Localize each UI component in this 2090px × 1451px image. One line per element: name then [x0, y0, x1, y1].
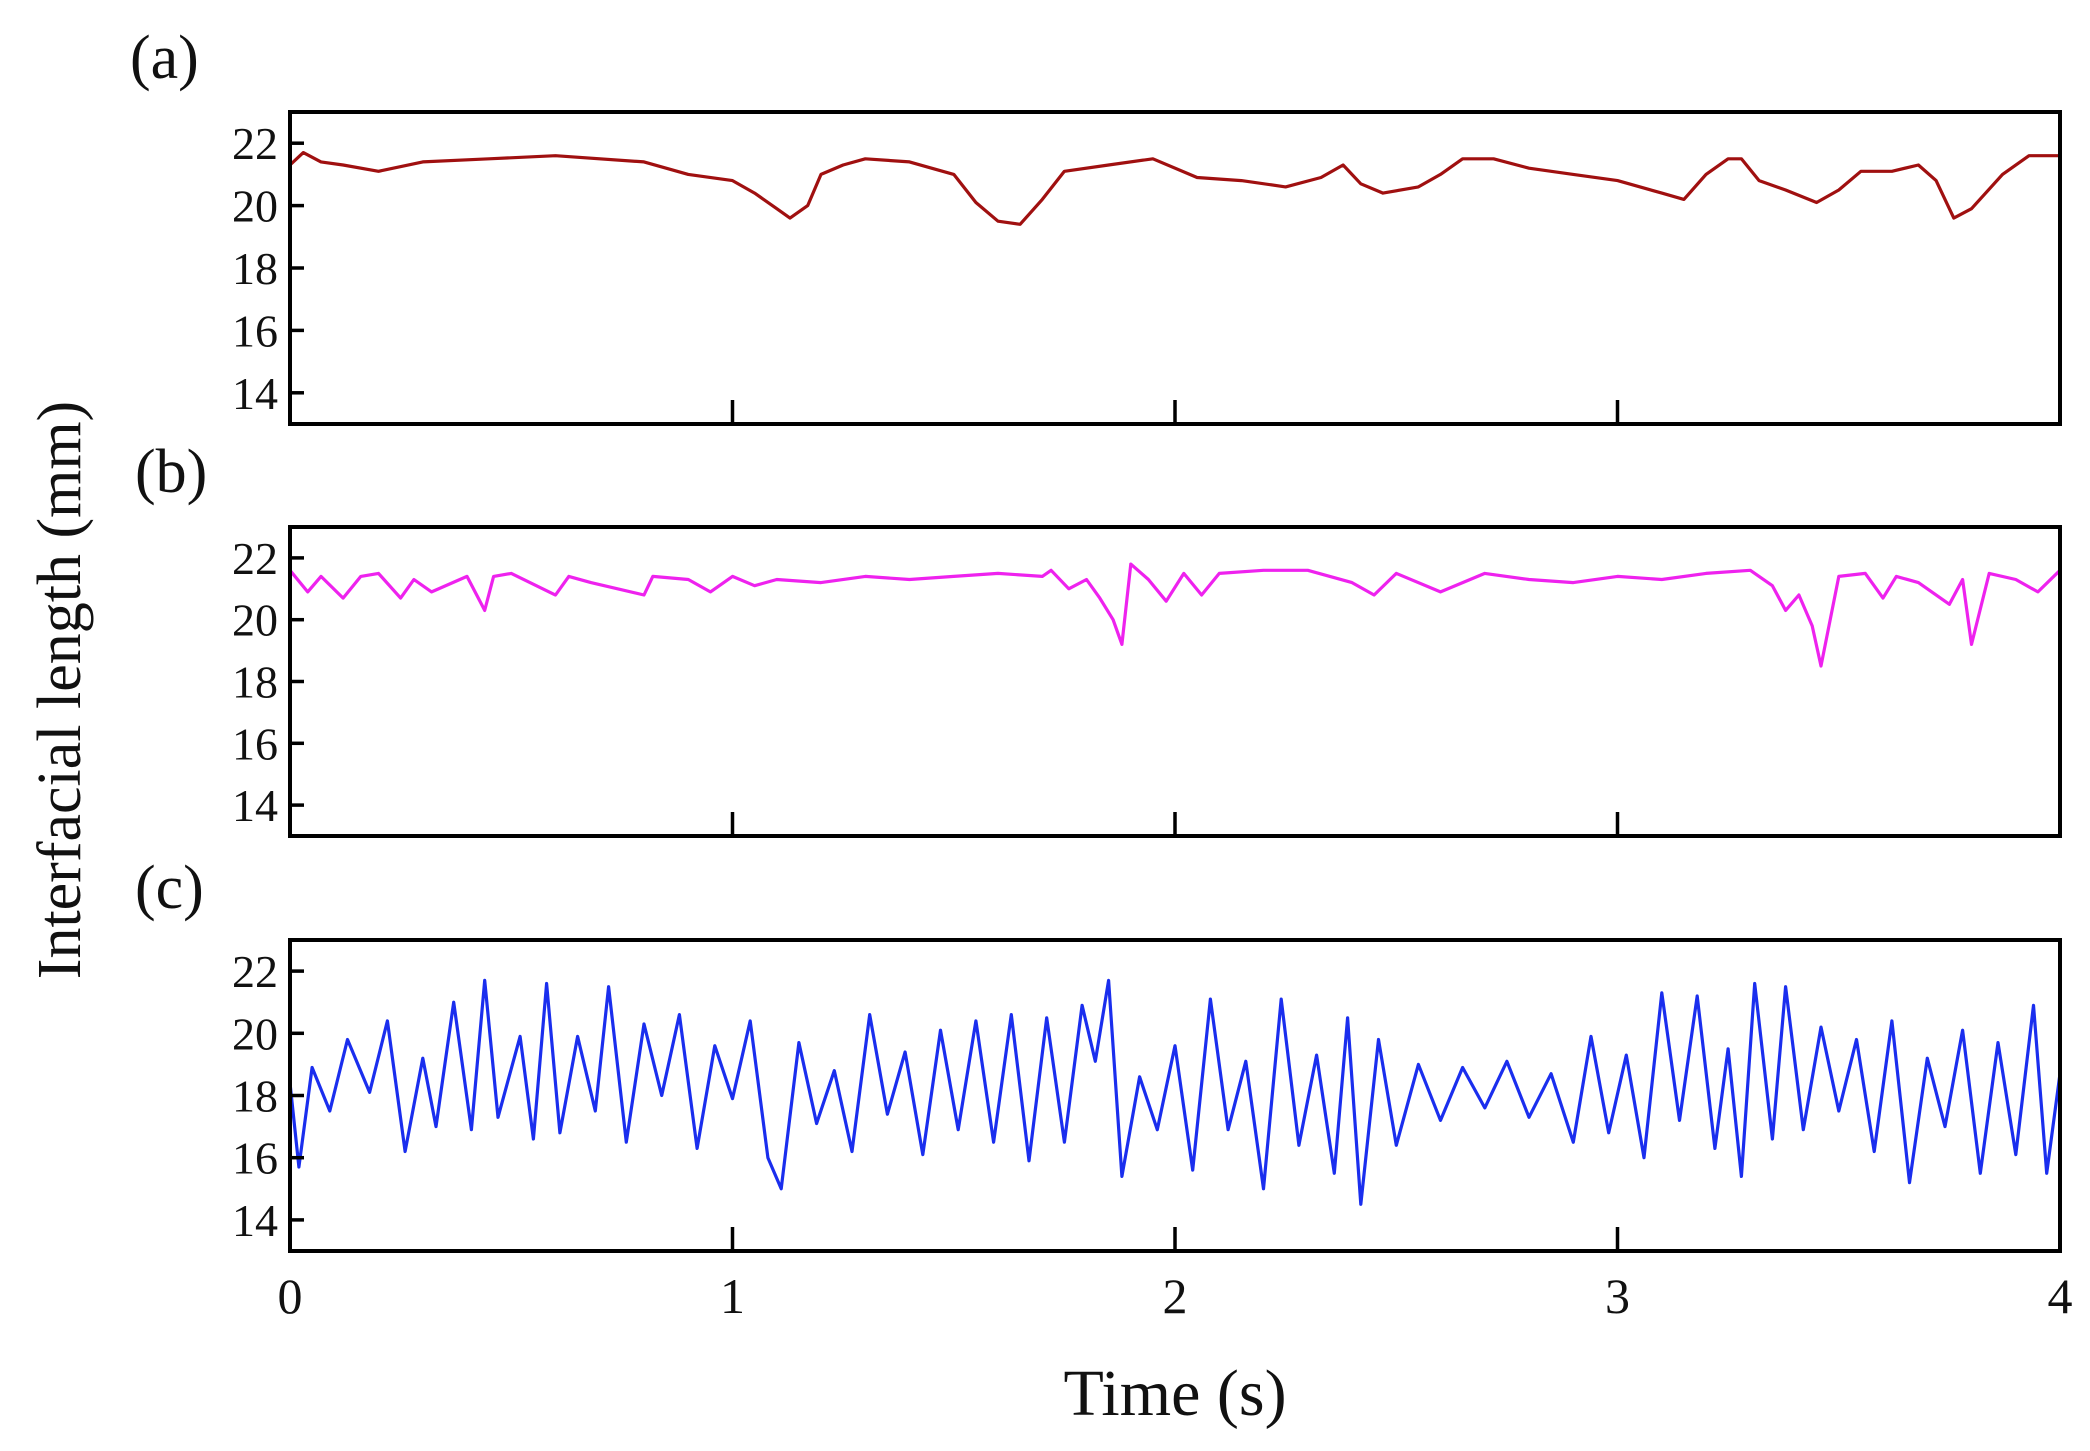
- y-tick-label: 20: [232, 181, 278, 232]
- series-line: [288, 151, 2060, 226]
- y-tick-label: 20: [232, 595, 278, 646]
- x-axis-label: Time (s): [1063, 1357, 1286, 1430]
- series-line: [288, 978, 2062, 1206]
- plot-frame: [288, 525, 2062, 838]
- panel-2: (b) 14 16 18 20 22: [135, 438, 2062, 838]
- y-tick-label: 22: [232, 118, 278, 169]
- panel-1: (a) 14 16 18 20 22: [130, 24, 2062, 426]
- y-tick-label: 16: [232, 305, 278, 356]
- y-tick-label: 14: [232, 1195, 278, 1246]
- x-tick-label: 1: [720, 1268, 745, 1324]
- y-tick-label: 18: [232, 243, 278, 294]
- y-tick-label: 18: [232, 657, 278, 708]
- y-tick-label: 22: [232, 533, 278, 584]
- y-tick-label: 20: [232, 1008, 278, 1059]
- series-line: [288, 562, 2062, 668]
- x-tick-label: 4: [2048, 1268, 2073, 1324]
- y-axis-label: Interfacial length (mm): [26, 401, 94, 979]
- x-tick-label: 3: [1605, 1268, 1630, 1324]
- y-tick-label: 16: [232, 1133, 278, 1184]
- panel-label: (b): [135, 438, 207, 506]
- y-tick-label: 18: [232, 1071, 278, 1122]
- y-tick-label: 22: [232, 946, 278, 997]
- panel-label: (a): [130, 24, 199, 92]
- panels: (a)1416182022(b)1416182022(c)14161820220…: [130, 24, 2073, 1324]
- plot-frame: [288, 110, 2062, 426]
- x-tick-label: 2: [1163, 1268, 1188, 1324]
- panel-label: (c): [135, 854, 204, 922]
- y-tick-label: 14: [232, 368, 278, 419]
- y-tick-label: 14: [232, 780, 278, 831]
- y-tick-label: 16: [232, 718, 278, 769]
- x-tick-label: 0: [278, 1268, 303, 1324]
- panel-3: (c) 14 16 18 20 22 0 1 2 3 4: [135, 854, 2073, 1324]
